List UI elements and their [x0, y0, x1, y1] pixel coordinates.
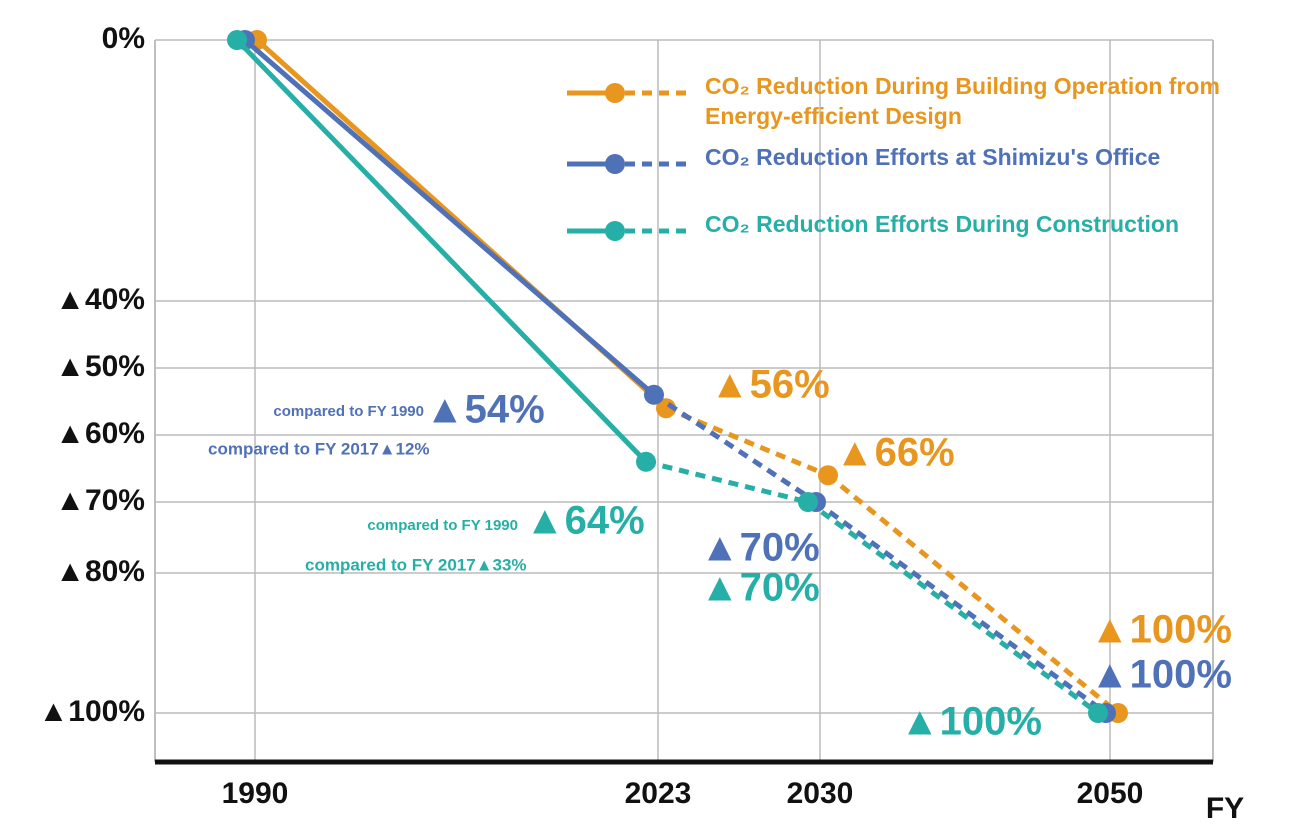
- point: [644, 384, 664, 405]
- point: [818, 465, 838, 486]
- dashed-segment: [814, 499, 1108, 716]
- line-segment: [235, 38, 648, 464]
- annotation: compared to FY 2017▲33%: [305, 555, 527, 574]
- point: [636, 451, 656, 472]
- y-tick-label: ▲70%: [55, 484, 145, 517]
- x-tick-label: 2023: [625, 777, 692, 810]
- dashed-segment: [645, 459, 809, 505]
- point: [1088, 703, 1108, 723]
- y-tick-label: ▲40%: [55, 283, 145, 316]
- value-label: ▲100%: [900, 700, 1042, 744]
- dashed-segment: [652, 392, 818, 505]
- y-tick-label: ▲100%: [39, 695, 145, 728]
- x-tick-label: 2030: [787, 777, 854, 810]
- value-label: ▲64%: [525, 499, 645, 543]
- annotation: compared to FY 1990: [273, 403, 424, 420]
- annotation: compared to FY 2017▲12%: [208, 439, 430, 458]
- dashed-segment: [826, 473, 1120, 715]
- y-tick-label: ▲60%: [55, 417, 145, 450]
- x-tick-label: 1990: [222, 777, 289, 810]
- y-tick-label: 0%: [102, 22, 145, 55]
- y-tick-label: ▲80%: [55, 555, 145, 588]
- legend-label: CO₂ Reduction During Building Operation …: [705, 73, 1220, 129]
- legend-label: CO₂ Reduction Efforts at Shimizu's Offic…: [705, 144, 1161, 170]
- legend-marker: [605, 83, 625, 103]
- point: [798, 492, 818, 512]
- point: [227, 30, 247, 50]
- value-label: ▲100%: [1090, 608, 1232, 652]
- y-tick-label: ▲50%: [55, 350, 145, 383]
- legend-marker: [605, 221, 625, 241]
- value-label: ▲56%: [710, 363, 830, 407]
- dashed-segment: [806, 499, 1100, 716]
- legend-marker: [605, 154, 625, 174]
- x-axis-label: FY: [1206, 792, 1244, 825]
- annotation: compared to FY 1990: [367, 517, 518, 534]
- value-label: ▲70%: [700, 566, 820, 610]
- line-segment: [243, 38, 656, 397]
- legend-label: CO₂ Reduction Efforts During Constructio…: [705, 211, 1180, 237]
- value-label: ▲70%: [700, 526, 820, 570]
- dashed-segment: [665, 405, 829, 478]
- x-tick-label: 2050: [1077, 777, 1144, 810]
- value-label: ▲54%: [425, 388, 545, 432]
- value-label: ▲100%: [1090, 653, 1232, 697]
- value-label: ▲66%: [835, 431, 955, 475]
